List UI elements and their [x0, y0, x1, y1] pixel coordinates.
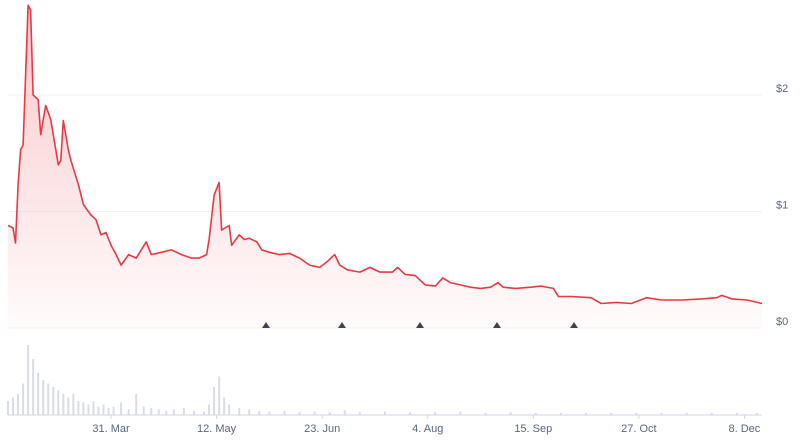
price-line [7, 4, 763, 305]
volume-bar [248, 409, 251, 415]
volume-bar [559, 412, 562, 415]
volume-bar [203, 411, 206, 415]
volume-bar [434, 412, 437, 415]
x-tick-label: 12. May [197, 423, 237, 435]
volume-bar [223, 397, 226, 415]
volume-bar [610, 412, 613, 415]
volume-bar [328, 412, 331, 415]
volume-bar [268, 411, 271, 415]
volume-bar [238, 408, 241, 415]
y-tick-label: $2 [776, 83, 788, 95]
volume-bar [12, 397, 15, 415]
x-tick-label: 27. Oct [621, 423, 656, 435]
event-marker [416, 322, 424, 328]
volume-bar [17, 394, 20, 415]
x-tick-label: 31. Mar [92, 423, 130, 435]
event-marker [338, 322, 346, 328]
volume-bar [120, 402, 123, 415]
volume-bar [42, 380, 45, 415]
event-markers [262, 322, 578, 328]
volume-bar [82, 402, 85, 415]
volume-bar [172, 409, 175, 415]
volume-bar [213, 387, 216, 415]
volume-bar [635, 412, 638, 415]
volume-bar [77, 401, 80, 415]
volume-bar [343, 410, 346, 415]
volume-bar [358, 412, 361, 415]
x-tick-label: 23. Jun [304, 423, 340, 435]
volume-bar [32, 359, 35, 415]
volume-bar [112, 406, 115, 415]
volume-bar [47, 383, 50, 415]
volume-bar [182, 408, 185, 415]
volume-bar [484, 412, 487, 415]
volume-bar [67, 397, 70, 415]
volume-bar [127, 409, 130, 415]
volume-bar [283, 410, 286, 415]
volume-bar [218, 376, 221, 415]
volume-bar [534, 412, 537, 415]
volume-bar [157, 409, 160, 415]
volume-bar [102, 404, 105, 415]
volume-bar [165, 410, 168, 415]
volume-bar [755, 412, 758, 415]
y-tick-label: $0 [776, 316, 788, 328]
volume-bar [52, 387, 55, 415]
volume-bar [685, 412, 688, 415]
volume-bar [107, 408, 110, 415]
volume-bar [57, 390, 60, 415]
volume-bar [258, 410, 261, 415]
volume-bar [192, 410, 195, 415]
volume-bar [710, 412, 713, 415]
volume-bar [208, 404, 211, 415]
volume-bar [92, 401, 95, 415]
volume-bar [509, 412, 512, 415]
volume-bar [409, 412, 412, 415]
x-tick-label: 8. Dec [729, 423, 761, 435]
volume-bar [384, 411, 386, 415]
volume-bar [22, 383, 25, 415]
event-marker [493, 322, 501, 328]
event-marker [262, 322, 270, 328]
volume-bar [150, 408, 153, 415]
volume-bar [660, 412, 663, 415]
x-tick-label: 15. Sep [514, 423, 552, 435]
y-tick-label: $1 [776, 199, 788, 211]
volume-bar [87, 404, 90, 415]
volume-bar [37, 373, 40, 415]
event-marker [570, 322, 578, 328]
volume-bar [97, 406, 100, 415]
volume-bar [62, 394, 65, 415]
volume-bar [735, 412, 738, 415]
x-tick-label: 4. Aug [412, 423, 443, 435]
volume-bar [585, 412, 588, 415]
volume-bar [135, 394, 138, 415]
volume-bar [7, 401, 9, 415]
volume-bar [72, 394, 75, 415]
volume-bar [313, 411, 316, 415]
volume-bar [298, 412, 301, 415]
volume-bar [459, 411, 462, 415]
volume-bar [228, 404, 231, 415]
area [8, 5, 762, 329]
volume-bar [142, 406, 145, 415]
volume-bar [27, 345, 30, 415]
